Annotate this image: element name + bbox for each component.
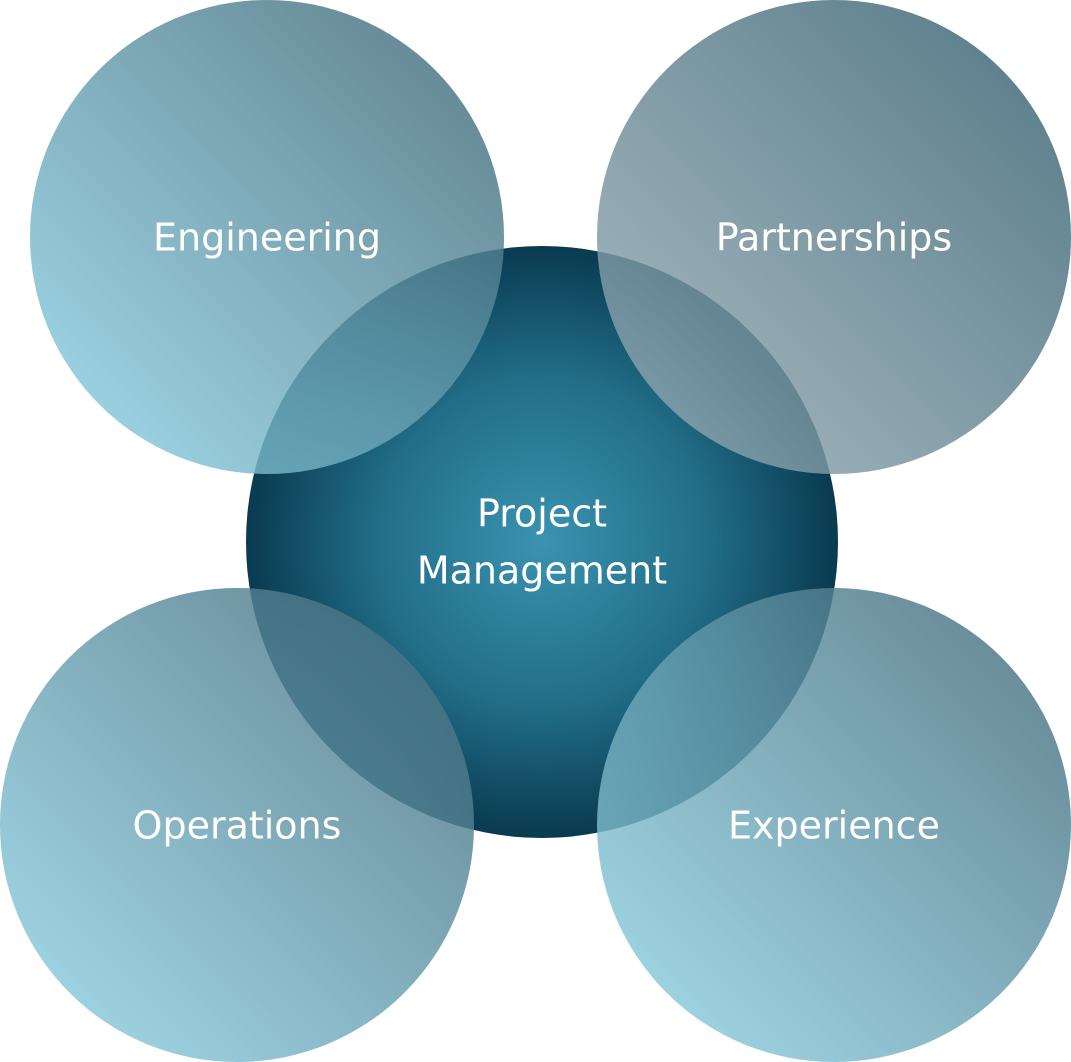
partnerships-label: Partnerships	[716, 216, 952, 260]
project-management-label-line1: Project	[477, 492, 607, 536]
operations-circle	[0, 588, 474, 1062]
partnerships-circle	[597, 0, 1071, 474]
project-management-label-line2: Management	[417, 549, 667, 593]
experience-label: Experience	[728, 804, 940, 848]
engineering-label: Engineering	[153, 216, 381, 260]
engineering-circle	[30, 0, 504, 474]
operations-label: Operations	[133, 804, 342, 848]
experience-circle	[597, 588, 1071, 1062]
